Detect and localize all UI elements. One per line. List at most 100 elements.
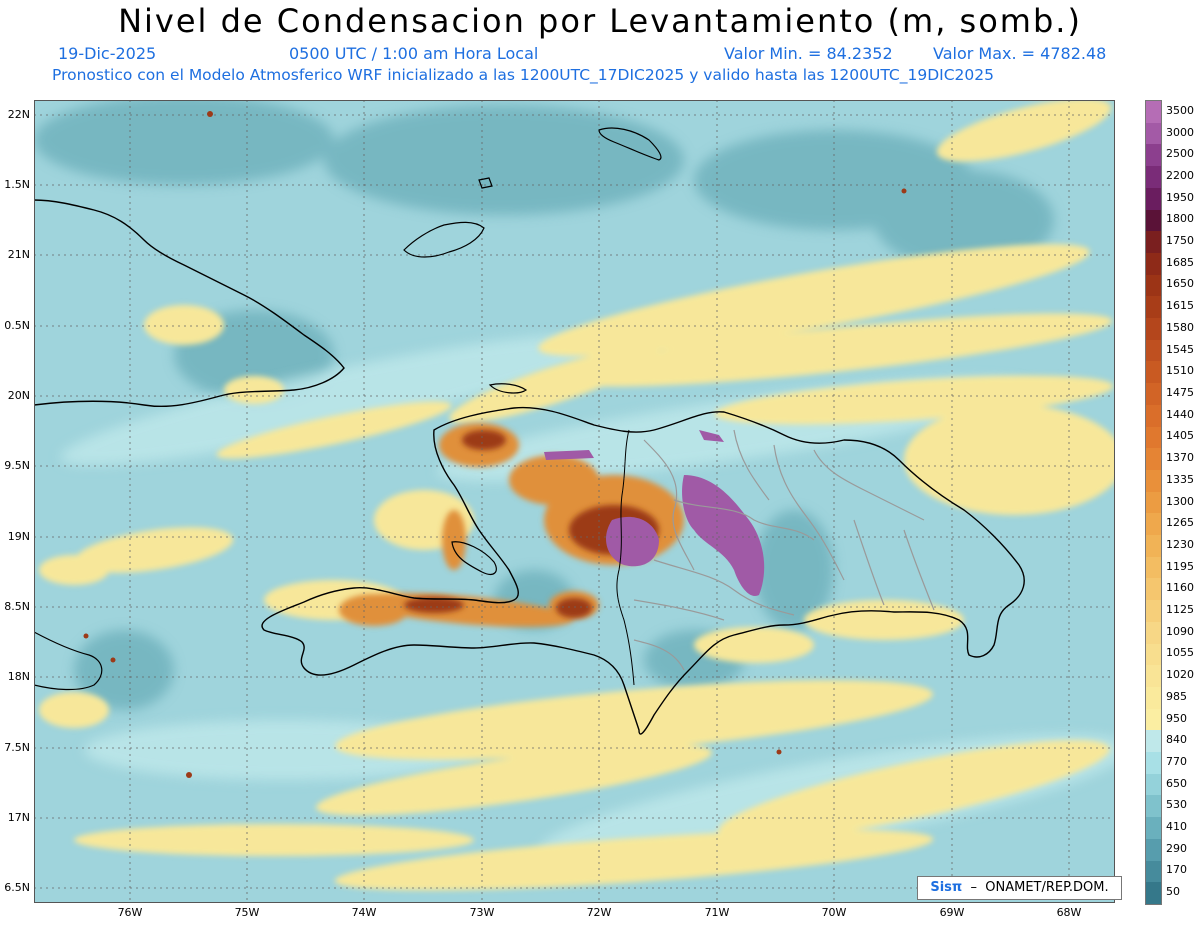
- lon-label: 75W: [234, 906, 260, 919]
- colorbar: [1145, 100, 1162, 905]
- colorbar-segment: [1146, 708, 1161, 731]
- colorbar-segment: [1146, 339, 1161, 362]
- lat-label: 19N: [7, 530, 30, 543]
- bahamas-islands: [403, 127, 662, 258]
- colorbar-label: 410: [1166, 820, 1187, 834]
- credit-brand: Sisπ: [930, 880, 963, 895]
- lon-label: 74W: [351, 906, 377, 919]
- lat-label: 22N: [7, 108, 30, 121]
- colorbar-label: 1510: [1166, 364, 1194, 378]
- colorbar-label: 1750: [1166, 234, 1194, 248]
- colorbar-segment: [1146, 274, 1161, 297]
- cuba-coastline: [34, 199, 345, 408]
- gonave-island: [451, 541, 497, 575]
- colorbar-segment: [1146, 383, 1161, 406]
- colorbar-segment: [1146, 578, 1161, 601]
- lat-label: 1.5N: [4, 178, 30, 191]
- colorbar-label: 3500: [1166, 103, 1194, 117]
- page-title: Nivel de Condensacion por Levantamiento …: [118, 2, 1082, 40]
- lat-label: 6.5N: [4, 881, 30, 894]
- min-value-label: Valor Min. = 84.2352: [724, 44, 893, 63]
- colorbar-segment: [1146, 882, 1161, 905]
- colorbar-label: 1950: [1166, 190, 1194, 204]
- colorbar-segment: [1146, 860, 1161, 883]
- colorbar-segment: [1146, 513, 1161, 536]
- max-value-label: Valor Max. = 4782.48: [933, 44, 1107, 63]
- colorbar-label: 1230: [1166, 537, 1194, 551]
- colorbar-segment: [1146, 535, 1161, 558]
- colorbar-label: 3000: [1166, 125, 1194, 139]
- colorbar-segment: [1146, 296, 1161, 319]
- colorbar-segment: [1146, 426, 1161, 449]
- colorbar-label: 1405: [1166, 429, 1194, 443]
- colorbar-label: 1195: [1166, 559, 1194, 573]
- lat-label: 9.5N: [4, 459, 30, 472]
- lon-label: 70W: [821, 906, 847, 919]
- colorbar-segment: [1146, 209, 1161, 232]
- colorbar-segment: [1146, 686, 1161, 710]
- tortuga-island: [488, 383, 528, 394]
- colorbar-label: 1020: [1166, 668, 1194, 682]
- lat-label: 21N: [7, 248, 30, 261]
- colorbar-label: 50: [1166, 885, 1180, 899]
- colorbar-label: 2500: [1166, 147, 1194, 161]
- lon-label: 68W: [1056, 906, 1082, 919]
- credit-org: ONAMET/REP.DOM.: [985, 880, 1109, 895]
- time-label: 0500 UTC / 1:00 am Hora Local: [289, 44, 539, 63]
- jamaica-coastline: [34, 631, 103, 691]
- colorbar-label: 1580: [1166, 320, 1194, 334]
- lat-label: 17N: [7, 811, 30, 824]
- haiti-dr-border: [616, 429, 635, 686]
- colorbar-label: 1265: [1166, 516, 1194, 530]
- colorbar-segment: [1146, 166, 1161, 189]
- colorbar-segment: [1146, 838, 1161, 862]
- colorbar-label: 1335: [1166, 472, 1194, 486]
- colorbar-label: 950: [1166, 711, 1187, 725]
- colorbar-segment: [1146, 101, 1161, 124]
- colorbar-segment: [1146, 600, 1161, 623]
- forecast-info-label: Pronostico con el Modelo Atmosferico WRF…: [52, 66, 994, 84]
- colorbar-label: 1800: [1166, 212, 1194, 226]
- colorbar-label: 985: [1166, 689, 1187, 703]
- credit-box: Sisπ – ONAMET/REP.DOM.: [917, 876, 1122, 900]
- colorbar-label: 1090: [1166, 624, 1194, 638]
- colorbar-label: 290: [1166, 841, 1187, 855]
- lon-label: 71W: [704, 906, 730, 919]
- colorbar-segment: [1146, 144, 1161, 167]
- colorbar-segment: [1146, 469, 1161, 493]
- colorbar-label: 1125: [1166, 603, 1194, 616]
- lat-label: 7.5N: [4, 741, 30, 754]
- colorbar-segment: [1146, 665, 1161, 688]
- colorbar-label: 1055: [1166, 646, 1194, 660]
- lon-label: 69W: [939, 906, 965, 919]
- isolated-cells: [83, 111, 907, 778]
- colorbar-label: 840: [1166, 733, 1187, 747]
- colorbar-label: 170: [1166, 863, 1187, 877]
- colorbar-label: 1615: [1166, 299, 1194, 313]
- colorbar-label: 650: [1166, 776, 1187, 790]
- lon-label: 76W: [117, 906, 143, 919]
- colorbar-segment: [1146, 448, 1161, 471]
- graticule: [34, 100, 1115, 903]
- lat-label: 18N: [7, 670, 30, 683]
- colorbar-segment: [1146, 773, 1161, 796]
- colorbar-segment: [1146, 795, 1161, 818]
- colorbar-segment: [1146, 643, 1161, 666]
- colorbar-segment: [1146, 752, 1161, 775]
- colorbar-label: 1300: [1166, 494, 1194, 508]
- colorbar-label: 1160: [1166, 581, 1194, 595]
- colorbar-label: 1440: [1166, 407, 1194, 421]
- colorbar-label: 530: [1166, 798, 1187, 812]
- colorbar-segment: [1146, 491, 1161, 514]
- lat-label: 20N: [7, 389, 30, 402]
- lon-label: 73W: [469, 906, 495, 919]
- date-label: 19-Dic-2025: [58, 44, 157, 63]
- colorbar-label: 770: [1166, 754, 1187, 768]
- hispaniola-coastline: [261, 406, 1025, 735]
- colorbar-segment: [1146, 730, 1161, 753]
- purple-lcl-areas: [544, 430, 765, 596]
- lat-label: 8.5N: [4, 600, 30, 613]
- colorbar-segment: [1146, 318, 1161, 341]
- colorbar-label: 1685: [1166, 255, 1194, 269]
- colorbar-label: 1370: [1166, 451, 1194, 465]
